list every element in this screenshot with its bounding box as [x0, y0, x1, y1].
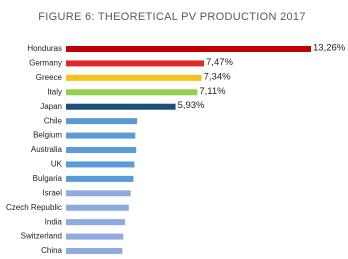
bar: [66, 233, 124, 240]
y-tick-label: Italy: [47, 87, 62, 96]
value-label: 7,34%: [204, 71, 231, 82]
y-tick-label: UK: [51, 160, 63, 169]
y-tick-label: Switzerland: [21, 232, 62, 241]
bar: [66, 175, 134, 182]
y-tick-label: Czech Republic: [6, 203, 62, 212]
value-label: 7,47%: [206, 57, 233, 68]
value-label: 5,93%: [178, 100, 205, 111]
y-tick-label: Israel: [42, 188, 62, 197]
y-tick-label: Bulgaria: [33, 174, 63, 183]
bar: [66, 118, 138, 125]
bar: [66, 190, 131, 197]
y-tick-label: Greece: [36, 73, 63, 82]
y-tick-label: India: [45, 217, 63, 226]
bar: [66, 89, 198, 96]
bar: [66, 46, 311, 52]
bar: [66, 204, 129, 211]
value-label: 13,26%: [313, 43, 346, 54]
bar: [66, 147, 137, 154]
chart-title: FIGURE 6: THEORETICAL PV PRODUCTION 2017: [38, 11, 306, 23]
y-tick-label: Germany: [29, 59, 62, 68]
value-label: 7,11%: [199, 86, 226, 97]
bar: [66, 219, 126, 226]
y-tick-label: Japan: [40, 102, 62, 111]
y-tick-label: Belgium: [33, 131, 62, 140]
y-tick-label: Honduras: [27, 44, 62, 53]
bar: [66, 161, 135, 168]
bar: [66, 103, 176, 110]
y-tick-label: Australia: [31, 145, 63, 154]
bar: [66, 74, 202, 81]
bar: [66, 248, 123, 255]
y-tick-label: China: [41, 246, 62, 255]
y-tick-label: Chile: [44, 116, 63, 125]
bar: [66, 60, 205, 67]
bar: [66, 132, 136, 139]
